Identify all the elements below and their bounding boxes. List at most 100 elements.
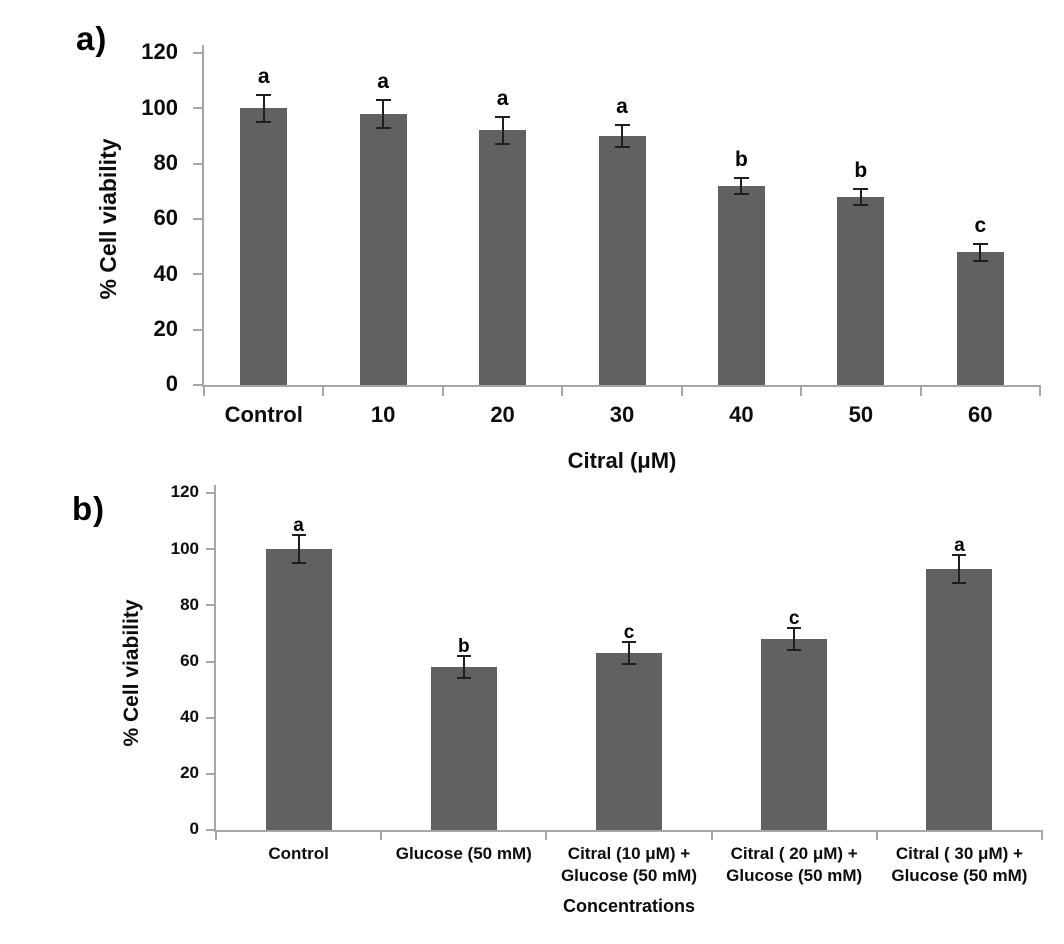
- significance-letter: b: [854, 158, 868, 182]
- y-tick-label: 40: [180, 707, 199, 727]
- y-tick-label: 80: [180, 594, 199, 614]
- x-tick-label: 40: [675, 401, 808, 428]
- error-bar-line: [979, 243, 982, 261]
- y-axis-tick: [206, 829, 214, 831]
- x-axis-tick: [203, 385, 205, 396]
- panel-a: a) % Cell viability 0 20 40 60 80 100 120 a Cont…: [0, 0, 1064, 473]
- y-tick-label: 0: [189, 819, 199, 839]
- y-tick-label: 20: [153, 316, 178, 342]
- bar: [479, 130, 527, 385]
- error-bar-cap-bottom: [952, 581, 967, 584]
- error-bar-cap-top: [733, 176, 749, 179]
- significance-letter: a: [257, 64, 270, 88]
- x-tick-label: 30: [555, 401, 688, 428]
- x-axis-line: [214, 830, 1042, 832]
- panel-b-x-axis-title: Concentrations: [562, 896, 695, 916]
- bar: [761, 639, 828, 830]
- error-bar-cap-bottom: [972, 259, 988, 262]
- y-tick-label: 120: [141, 39, 178, 65]
- x-tick-label-line: Glucose (50 mM): [726, 866, 863, 885]
- y-axis-tick: [206, 772, 214, 775]
- error-bar-cap-bottom: [456, 677, 471, 680]
- panel-a-tag: a): [76, 20, 108, 57]
- x-axis-tick: [680, 385, 683, 396]
- x-axis-tick: [919, 385, 922, 396]
- panel-b-plot-area: 0 20 40 60 80 100 120 a Control b Glucose (50 mM) c…: [171, 482, 1043, 885]
- error-bar-line: [740, 177, 743, 195]
- x-tick-label: Citral ( 30 μM) + Glucose (50 mM): [870, 843, 1049, 887]
- x-tick-label: 20: [436, 401, 569, 428]
- x-tick-label-line: Citral ( 20 μM) +: [730, 844, 858, 863]
- bar: [430, 667, 497, 830]
- x-axis-tick: [1039, 385, 1041, 396]
- bar: [837, 196, 885, 385]
- significance-letter: a: [293, 515, 304, 537]
- x-tick-label-line: Control: [224, 402, 303, 427]
- error-bar-cap-bottom: [787, 649, 802, 652]
- error-bar-line: [621, 124, 623, 148]
- bar: [717, 185, 765, 385]
- significance-letter: a: [954, 534, 965, 556]
- y-axis-tick: [193, 162, 202, 165]
- bar: [596, 653, 662, 830]
- x-tick-label: 10: [316, 401, 449, 428]
- y-axis-tick: [193, 328, 202, 331]
- x-tick-label: Citral ( 20 μM) + Glucose (50 mM): [705, 843, 884, 887]
- x-tick-label-line: 10: [370, 402, 396, 427]
- error-bar-line: [262, 94, 265, 123]
- panel-b: b) % Cell viability 0 20 40 60 80 100 120 a Cont…: [0, 470, 1064, 944]
- error-bar-cap-top: [622, 640, 636, 643]
- bar: [265, 549, 332, 830]
- y-tick-label: 40: [153, 260, 178, 286]
- significance-letter: c: [974, 213, 987, 237]
- y-tick-label: 0: [165, 371, 178, 397]
- error-bar-cap-top: [952, 553, 967, 556]
- x-axis-tick: [800, 385, 803, 396]
- y-axis-tick: [193, 273, 202, 276]
- error-bar-cap-bottom: [291, 562, 306, 565]
- bar: [956, 252, 1004, 385]
- error-bar-cap-bottom: [375, 126, 391, 129]
- error-bar-line: [462, 655, 465, 679]
- x-tick-label-line: Citral (10 μM) +: [567, 844, 691, 863]
- error-bar-cap-bottom: [853, 204, 869, 207]
- x-tick-label-line: Glucose (50 mM): [891, 866, 1028, 885]
- x-tick-label-line: 20: [490, 402, 515, 427]
- y-tick-label: 20: [180, 763, 199, 783]
- y-tick-label: 100: [170, 538, 199, 558]
- x-axis-tick: [710, 830, 713, 840]
- significance-letter: c: [788, 607, 800, 629]
- x-tick-label: 50: [794, 401, 927, 428]
- x-axis-tick: [875, 830, 878, 840]
- significance-letter: c: [623, 621, 635, 643]
- error-bar-line: [793, 627, 796, 651]
- error-bar-cap-top: [853, 187, 869, 190]
- x-axis-tick: [380, 830, 383, 840]
- panel-a-plot-area: 0 20 40 60 80 100 120 a Control a 10 a 20 a 30 b 40 b 50 c 6…: [141, 39, 1041, 427]
- y-tick-label: 80: [153, 150, 178, 176]
- x-tick-label-line: Glucose (50 mM): [395, 844, 532, 863]
- error-bar-cap-top: [614, 123, 630, 126]
- error-bar-line: [628, 641, 630, 665]
- y-axis-tick: [193, 52, 202, 54]
- x-tick-label-line: Control: [268, 844, 329, 863]
- y-axis-tick: [193, 107, 202, 110]
- panel-b-tag: b): [72, 490, 106, 527]
- error-bar-cap-top: [256, 93, 272, 96]
- error-bar-cap-bottom: [622, 663, 636, 666]
- x-tick-label: Control: [209, 843, 388, 865]
- error-bar-cap-top: [456, 654, 471, 657]
- y-axis-tick: [206, 604, 214, 607]
- x-tick-label-line: 40: [729, 402, 754, 427]
- error-bar-cap-top: [375, 99, 391, 102]
- y-tick-label: 60: [153, 205, 178, 231]
- x-axis-tick: [1041, 830, 1043, 840]
- y-axis-tick: [206, 660, 214, 663]
- error-bar-line: [859, 188, 862, 206]
- error-bar-cap-bottom: [495, 143, 511, 146]
- x-tick-label: Glucose (50 mM): [374, 843, 553, 865]
- x-tick-label: Citral (10 μM) + Glucose (50 mM): [539, 843, 718, 887]
- error-bar-cap-top: [972, 242, 988, 245]
- error-bar-line: [297, 535, 300, 564]
